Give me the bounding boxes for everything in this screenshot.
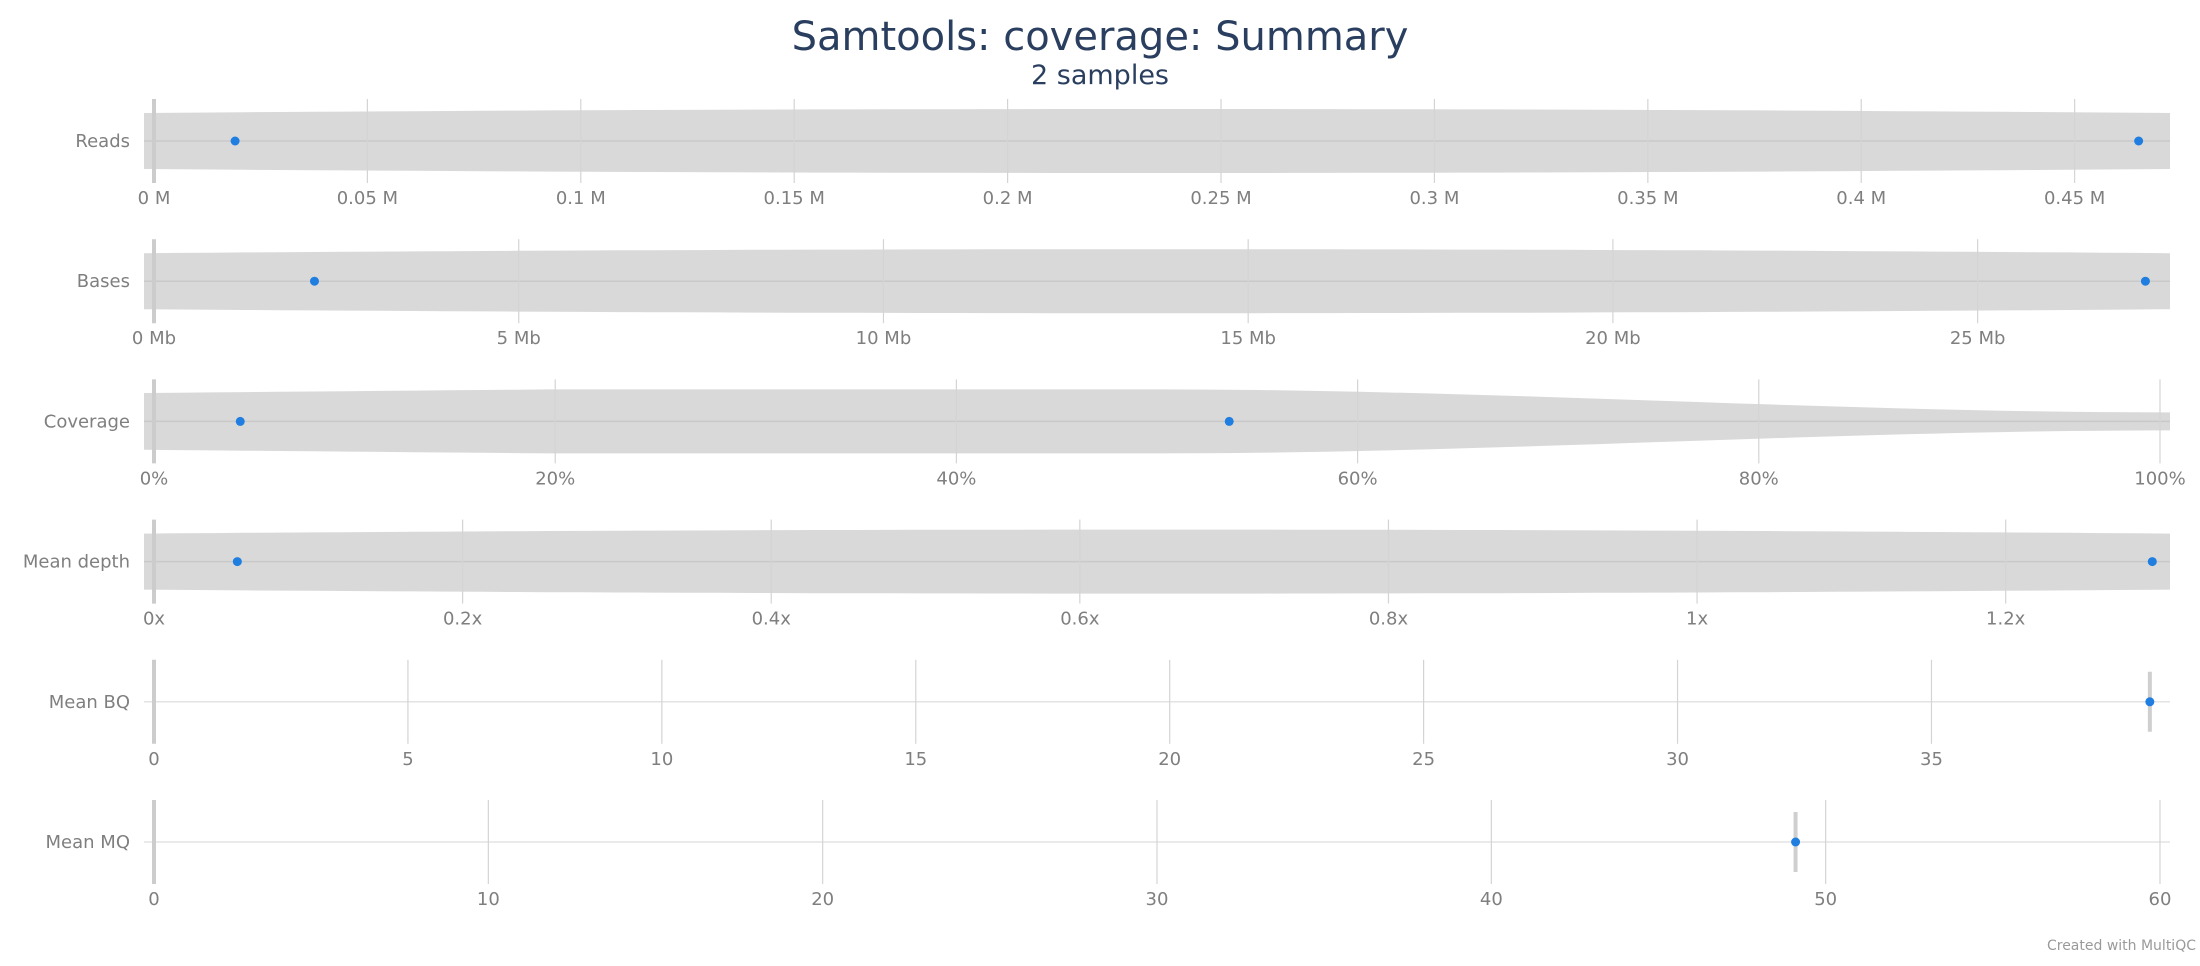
data-point (2145, 697, 2155, 707)
panel-label: Mean BQ (49, 692, 130, 713)
chart-subtitle: 2 samples (1031, 60, 1169, 91)
data-point (1791, 837, 1801, 847)
panel-label: Bases (77, 271, 130, 292)
tick-label: 0.4x (752, 609, 792, 630)
credit-text: Created with MultiQC (2047, 938, 2196, 954)
tick-label: 0.3 M (1409, 188, 1459, 209)
tick-label: 0.8x (1369, 609, 1409, 630)
tick-label: 0.35 M (1617, 188, 1678, 209)
tick-label: 40 (1480, 889, 1503, 910)
data-point (309, 276, 319, 286)
data-point (230, 136, 240, 146)
tick-label: 0.25 M (1190, 188, 1251, 209)
tick-label: 0% (140, 468, 169, 489)
chart-title: Samtools: coverage: Summary (792, 14, 1409, 60)
tick-label: 0 (148, 749, 159, 770)
tick-label: 60 (2149, 889, 2172, 910)
tick-label: 1.2x (1986, 609, 2026, 630)
tick-label: 0 Mb (132, 328, 176, 349)
tick-label: 5 Mb (497, 328, 541, 349)
tick-label: 40% (936, 468, 976, 489)
tick-label: 20 Mb (1585, 328, 1641, 349)
panel-label: Coverage (44, 411, 130, 432)
data-point (2140, 276, 2150, 286)
tick-label: 10 Mb (856, 328, 912, 349)
tick-label: 25 Mb (1950, 328, 2006, 349)
tick-label: 0 M (138, 188, 171, 209)
tick-label: 20% (535, 468, 575, 489)
panel-label: Mean MQ (46, 832, 130, 853)
tick-label: 0.05 M (337, 188, 398, 209)
tick-label: 0.2x (443, 609, 483, 630)
data-point (1224, 416, 1234, 426)
tick-label: 0.4 M (1836, 188, 1886, 209)
data-point (232, 557, 242, 567)
tick-label: 80% (1739, 468, 1779, 489)
tick-label: 0.2 M (983, 188, 1033, 209)
tick-label: 25 (1412, 749, 1435, 770)
data-point (2147, 557, 2157, 567)
tick-label: 20 (811, 889, 834, 910)
data-point (235, 416, 245, 426)
panel-label: Reads (75, 131, 130, 152)
tick-label: 100% (2134, 468, 2185, 489)
tick-label: 30 (1146, 889, 1169, 910)
data-point (2134, 136, 2144, 146)
tick-label: 10 (477, 889, 500, 910)
tick-label: 20 (1158, 749, 1181, 770)
tick-label: 1x (1686, 609, 1708, 630)
tick-label: 30 (1666, 749, 1689, 770)
tick-label: 0 (148, 889, 159, 910)
tick-label: 0.45 M (2044, 188, 2105, 209)
tick-label: 60% (1338, 468, 1378, 489)
tick-label: 35 (1920, 749, 1943, 770)
chart-panels: 0 M 0.05 M 0.1 M 0.15 M 0.2 M 0.25 M 0.3 M 0.35… (23, 99, 2186, 910)
tick-label: 0x (143, 609, 165, 630)
tick-label: 15 Mb (1220, 328, 1276, 349)
tick-label: 0.1 M (556, 188, 606, 209)
tick-label: 0.15 M (764, 188, 825, 209)
tick-label: 15 (904, 749, 927, 770)
tick-label: 5 (402, 749, 413, 770)
tick-label: 0.6x (1060, 609, 1100, 630)
tick-label: 10 (650, 749, 673, 770)
tick-label: 50 (1814, 889, 1837, 910)
panel-label: Mean depth (23, 552, 130, 573)
